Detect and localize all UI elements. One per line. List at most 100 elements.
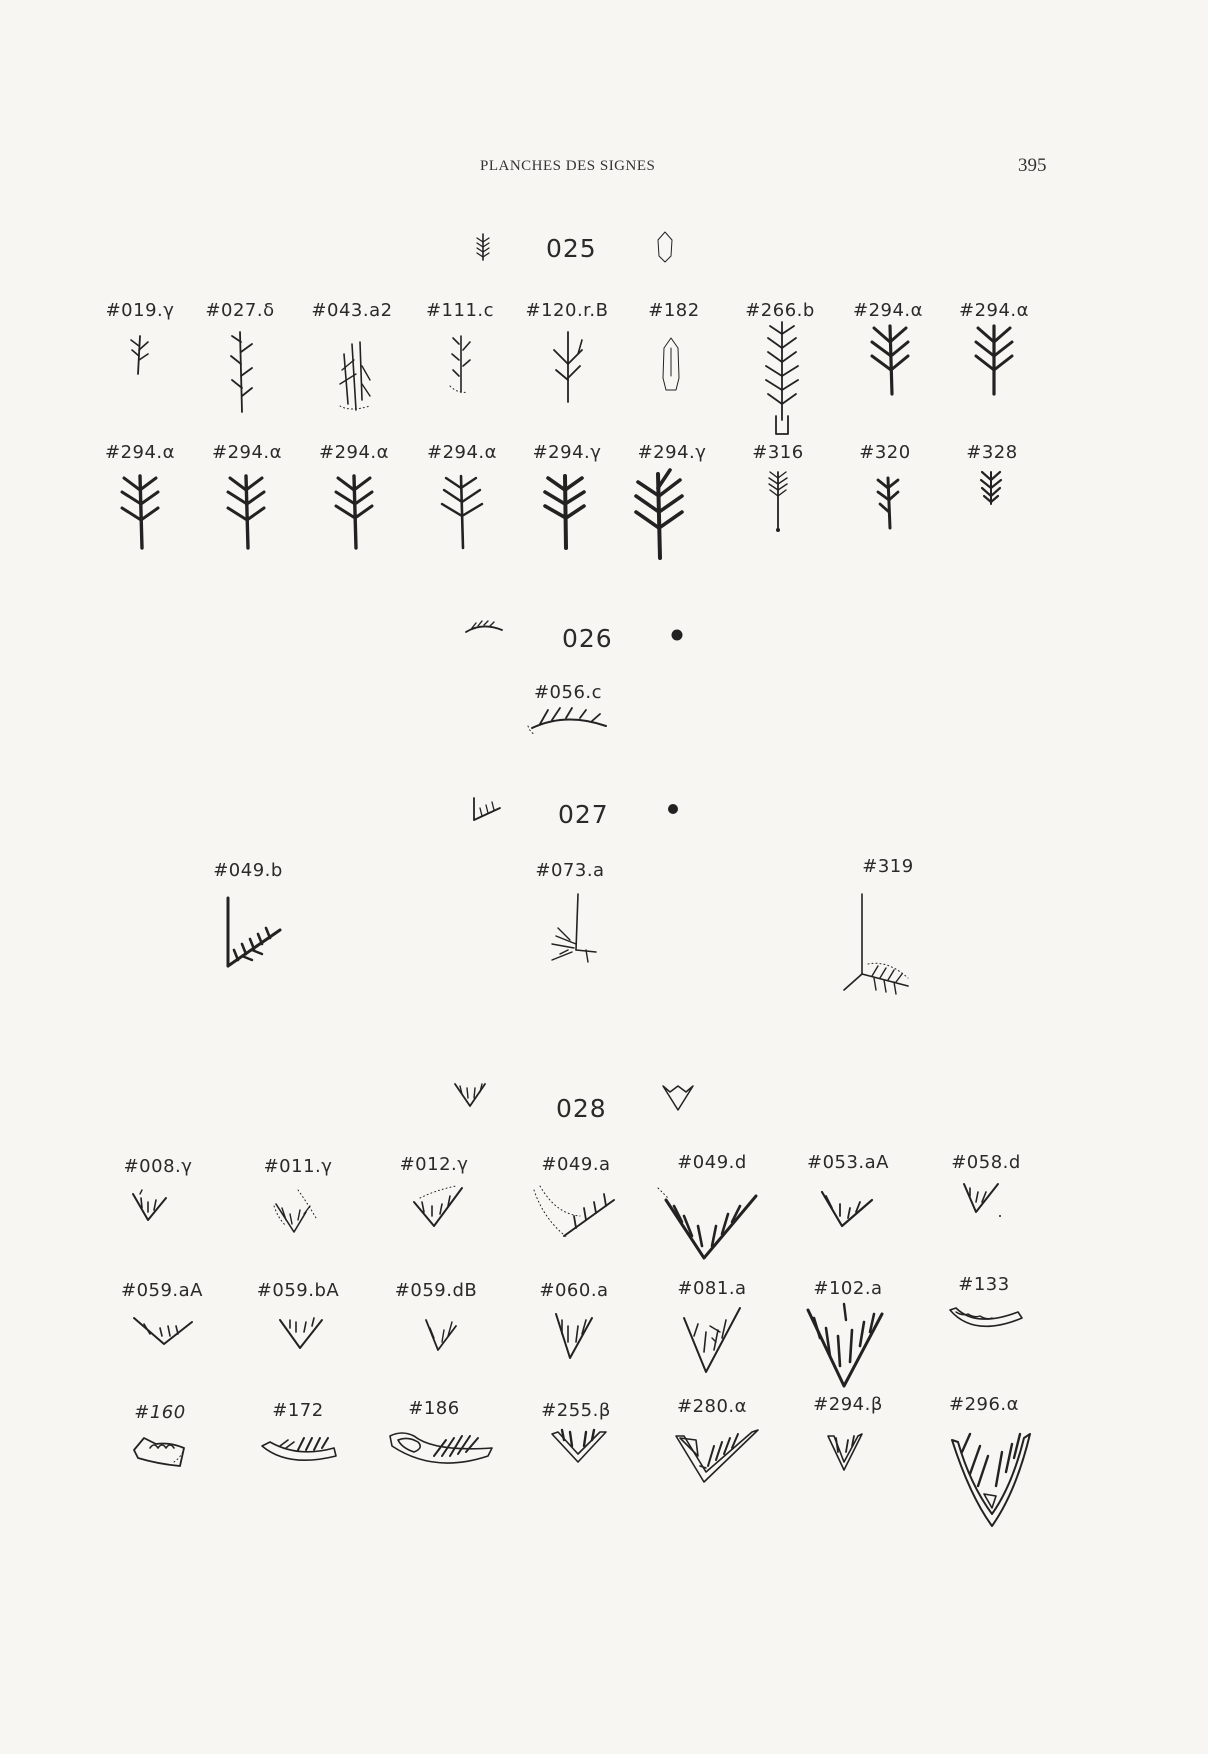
sign-label: #294.α	[318, 442, 390, 463]
sign-label: #059.dB	[394, 1280, 478, 1301]
sign-drawing	[425, 1319, 457, 1351]
sign-drawing	[876, 476, 900, 530]
sign-label: #294.α	[211, 442, 283, 463]
sign-drawing	[974, 324, 1014, 396]
sign-label: #319	[862, 856, 914, 877]
sign-drawing	[133, 1317, 193, 1345]
sign-label: #012.γ	[399, 1154, 469, 1175]
sign-drawing	[553, 331, 583, 403]
sign-drawing	[543, 474, 586, 550]
sign-drawing	[657, 1187, 758, 1260]
sign-drawing	[279, 1317, 323, 1349]
sign-label: #294.α	[958, 300, 1030, 321]
section-number: 025	[546, 234, 597, 263]
sign-label: #294.γ	[637, 442, 707, 463]
sign-label: #056.c	[533, 682, 603, 703]
sign-drawing	[806, 1302, 884, 1388]
sign-drawing	[389, 1432, 493, 1464]
sign-026-reference-icon	[465, 620, 503, 633]
sign-label: #111.c	[425, 300, 495, 321]
sign-label: #120.r.B	[525, 300, 609, 321]
sign-drawing	[130, 335, 149, 375]
sign-label: #182	[648, 300, 700, 321]
sign-label: #133	[958, 1274, 1010, 1295]
sign-label: #296.α	[948, 1394, 1020, 1415]
sign-label: #049.a	[541, 1154, 611, 1175]
sign-drawing	[870, 324, 910, 396]
sign-drawing	[132, 1189, 167, 1221]
sign-drawing	[440, 474, 484, 550]
sign-drawing	[226, 474, 266, 550]
sign-label: #294.α	[104, 442, 176, 463]
sign-label: #266.b	[745, 300, 815, 321]
sign-label: #059.aA	[120, 1280, 204, 1301]
sign-drawing	[820, 1190, 874, 1228]
sign-drawing	[551, 1428, 607, 1463]
sign-label: #328	[966, 442, 1018, 463]
sign-label: #294.α	[852, 300, 924, 321]
sign-drawing	[413, 1185, 463, 1227]
sign-label: #011.γ	[263, 1156, 333, 1177]
sign-label: #320	[859, 442, 911, 463]
sign-drawing	[261, 1437, 337, 1462]
sign-label: #019.γ	[105, 300, 175, 321]
sign-drawing	[133, 1437, 185, 1467]
sign-drawing	[979, 470, 1003, 505]
sign-028-solid-icon	[662, 1085, 694, 1111]
sign-drawing	[334, 474, 374, 550]
sign-028-reference-icon	[454, 1083, 486, 1107]
sign-label: #160	[134, 1402, 186, 1423]
sign-drawing	[843, 893, 909, 995]
sign-drawing	[949, 1307, 1023, 1328]
sign-drawing	[951, 1432, 1031, 1527]
sign-label: #316	[752, 442, 804, 463]
filled-dot-icon	[668, 804, 678, 814]
sign-drawing	[675, 1429, 759, 1483]
sign-label: #043.a2	[311, 300, 393, 321]
sign-025-solid-icon	[657, 231, 673, 263]
sign-label: #027.δ	[205, 300, 275, 321]
sign-label: #058.d	[951, 1152, 1021, 1173]
sign-label: #294.γ	[532, 442, 602, 463]
sign-label: #255.β	[541, 1400, 611, 1421]
sign-label: #060.a	[539, 1280, 609, 1301]
sign-label: #172	[272, 1400, 324, 1421]
sign-label: #102.a	[813, 1278, 883, 1299]
sign-025-reference-icon	[476, 233, 490, 261]
sign-label: #008.γ	[123, 1156, 193, 1177]
sign-drawing	[527, 707, 607, 735]
sign-label: #280.α	[676, 1396, 748, 1417]
sign-label: #294.α	[426, 442, 498, 463]
sign-drawing	[226, 896, 282, 968]
sign-drawing	[765, 321, 799, 435]
sign-label: #053.aA	[806, 1152, 890, 1173]
sign-label: #049.d	[677, 1152, 747, 1173]
sign-027-reference-icon	[473, 797, 501, 821]
sign-drawing	[273, 1189, 317, 1233]
sign-drawing	[683, 1307, 741, 1373]
running-header: PLANCHES DES SIGNES	[480, 158, 656, 174]
sign-drawing	[827, 1433, 863, 1471]
filled-dot-icon	[671, 629, 683, 641]
sign-label: #186	[408, 1398, 460, 1419]
section-number: 028	[556, 1094, 607, 1123]
sign-drawing	[533, 1185, 615, 1239]
page-number: 395	[1018, 155, 1047, 176]
sign-drawing	[634, 468, 684, 560]
sign-drawing	[768, 471, 788, 532]
sign-drawing	[662, 337, 680, 391]
sign-drawing	[120, 474, 160, 550]
sign-label: #073.a	[535, 860, 605, 881]
sign-drawing	[551, 893, 597, 963]
sign-drawing	[963, 1183, 1001, 1217]
sign-drawing	[555, 1313, 593, 1359]
sign-label: #049.b	[213, 860, 283, 881]
sign-drawing	[230, 331, 253, 413]
sign-label: #059.bA	[256, 1280, 340, 1301]
sign-drawing	[449, 335, 471, 393]
sign-drawing	[339, 341, 371, 411]
section-number: 026	[562, 624, 613, 653]
section-number: 027	[558, 800, 609, 829]
sign-label: #294.β	[813, 1394, 883, 1415]
sign-label: #081.a	[677, 1278, 747, 1299]
